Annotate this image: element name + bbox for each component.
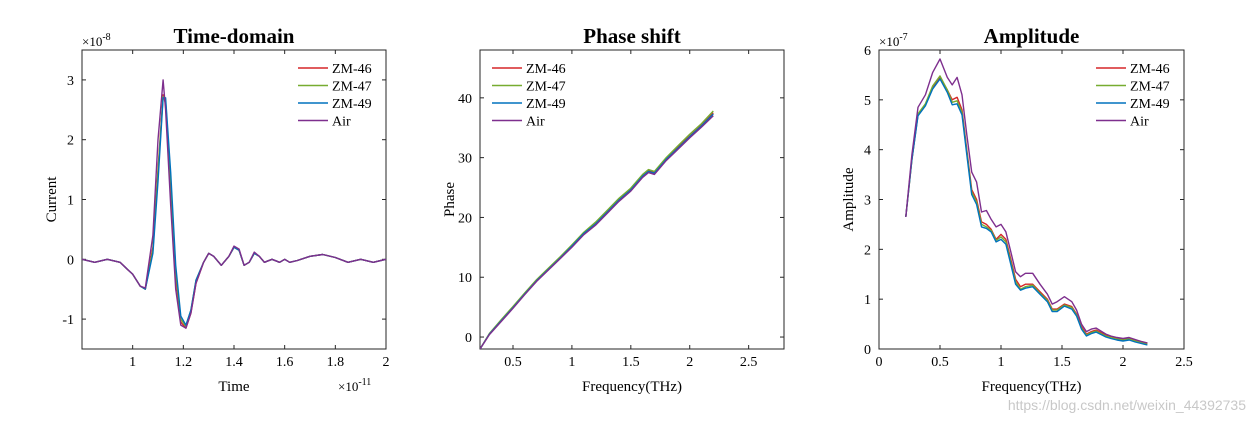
- x-tick-label: 1.5: [622, 355, 640, 370]
- y-tick-label: 1: [864, 293, 871, 308]
- series-line-air: [905, 58, 1148, 344]
- y-tick-label: 30: [458, 152, 472, 167]
- legend-label: Air: [1130, 115, 1149, 130]
- amplitude-panel: 0 0.5 1 1.5 2 2.5 0 1 2 3 4 5 6 Amplitude Frequency(TH…: [841, 24, 1193, 395]
- legend-label: ZM-46: [332, 62, 372, 77]
- chart-title: Amplitude: [984, 24, 1080, 48]
- y-tick-label: 3: [864, 194, 871, 209]
- x-tick-label: 2: [383, 355, 390, 370]
- y-tick-label: 20: [458, 211, 472, 226]
- legend-label: ZM-46: [526, 62, 566, 77]
- x-tick-label: 0: [876, 355, 883, 370]
- x-axis-label: Frequency(THz): [982, 379, 1082, 395]
- time-domain-panel: 1 1.2 1.4 1.6 1.8 2 -1 0 1 2 3 Time-domain Time Curre…: [44, 24, 390, 395]
- x-tick-label: 0.5: [931, 355, 949, 370]
- y-axis-label: Amplitude: [841, 167, 857, 232]
- legend-label: ZM-49: [1130, 97, 1170, 112]
- y-tick-label: 40: [458, 92, 472, 107]
- legend-label: Air: [526, 115, 545, 130]
- series-line-zm-47: [905, 75, 1148, 345]
- chart-title: Time-domain: [174, 24, 295, 48]
- legend-label: ZM-49: [332, 97, 372, 112]
- legend-label: ZM-47: [1130, 80, 1170, 95]
- x-axis-label: Frequency(THz): [582, 379, 682, 395]
- y-tick-label: 4: [864, 144, 871, 159]
- plot-frame: [479, 49, 785, 350]
- y-tick-label: -1: [62, 313, 74, 328]
- y-exponent-label: ×10-8: [82, 32, 111, 49]
- series-line-zm-46: [905, 76, 1148, 344]
- series-line-air: [480, 115, 714, 349]
- x-tick-label: 1: [568, 355, 575, 370]
- x-tick-label: 1.2: [175, 355, 193, 370]
- plot-frame: [81, 49, 387, 350]
- y-tick-label: 0: [67, 253, 74, 268]
- legend-label: ZM-47: [332, 80, 372, 95]
- x-tick-label: 1.4: [225, 355, 243, 370]
- y-axis-label: Phase: [442, 182, 458, 217]
- x-tick-label: 1: [129, 355, 136, 370]
- series-line-air: [82, 79, 386, 329]
- y-tick-label: 10: [458, 271, 472, 286]
- y-tick-label: 0: [465, 331, 472, 346]
- x-tick-label: 1: [998, 355, 1005, 370]
- series-line-zm-47: [480, 110, 714, 349]
- x-tick-label: 2.5: [1175, 355, 1193, 370]
- x-tick-label: 1.5: [1053, 355, 1071, 370]
- x-exponent-label: ×10-11: [338, 377, 371, 394]
- y-axis-label: Current: [44, 176, 60, 223]
- y-tick-label: 5: [864, 94, 871, 109]
- y-tick-label: 1: [67, 194, 74, 209]
- watermark: https://blog.csdn.net/weixin_44392735: [1008, 397, 1246, 413]
- legend-label: Air: [332, 115, 351, 130]
- legend-label: ZM-47: [526, 80, 566, 95]
- x-tick-label: 2: [1120, 355, 1127, 370]
- series-line-zm-47: [82, 95, 386, 327]
- x-tick-label: 2: [686, 355, 693, 370]
- y-tick-label: 2: [67, 134, 74, 149]
- y-tick-label: 3: [67, 74, 74, 89]
- x-axis-label: Time: [218, 379, 249, 395]
- x-tick-label: 0.5: [504, 355, 522, 370]
- series-line-zm-49: [905, 78, 1148, 346]
- chart-title: Phase shift: [583, 24, 680, 48]
- y-tick-label: 2: [864, 243, 871, 258]
- y-exponent-label: ×10-7: [879, 32, 908, 49]
- series-line-zm-46: [82, 94, 386, 329]
- x-tick-label: 2.5: [740, 355, 758, 370]
- y-tick-label: 0: [864, 343, 871, 358]
- x-tick-label: 1.8: [327, 355, 345, 370]
- legend-label: ZM-46: [1130, 62, 1170, 77]
- x-tick-label: 1.6: [276, 355, 294, 370]
- y-tick-label: 6: [864, 44, 871, 59]
- phase-shift-panel: 0.5 1 1.5 2 2.5 0 10 20 30 40 Phase shift Frequency…: [442, 24, 785, 395]
- legend-label: ZM-49: [526, 97, 566, 112]
- series-line-zm-49: [82, 97, 386, 326]
